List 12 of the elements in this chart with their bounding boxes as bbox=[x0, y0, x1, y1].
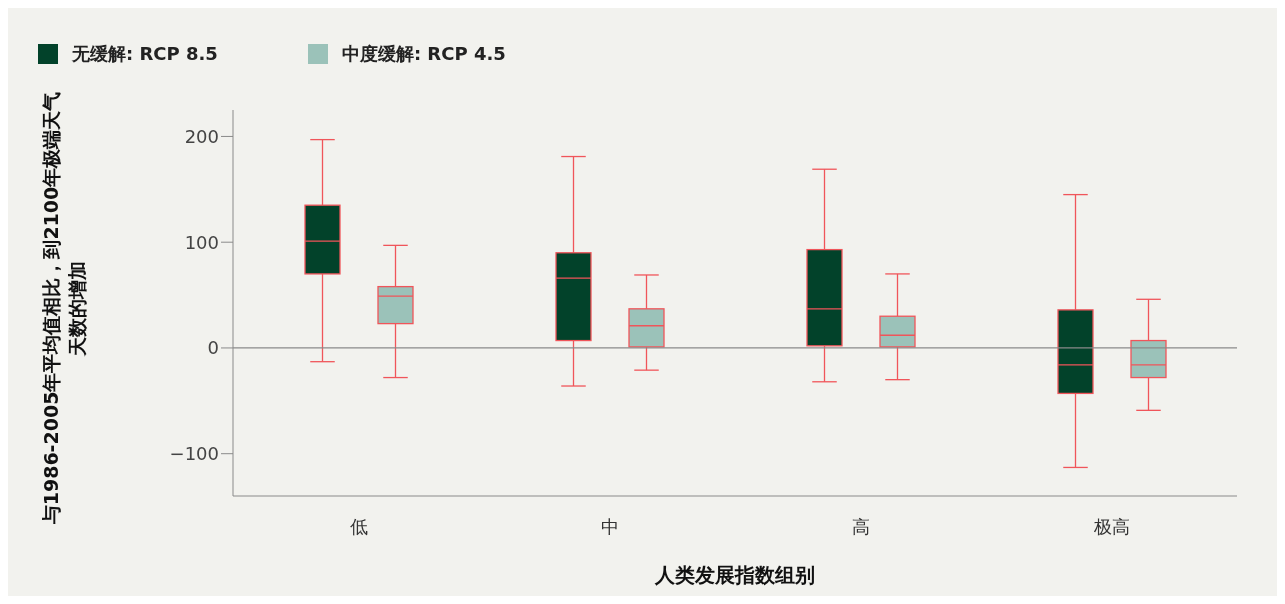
legend-label: 中度缓解: RCP 4.5 bbox=[341, 42, 506, 66]
y-axis-title: 与1986-2005年平均值相比，到2100年极端天气天数的增加 bbox=[39, 90, 89, 527]
x-tick-label: 中 bbox=[600, 515, 619, 537]
x-tick-label: 低 bbox=[349, 515, 368, 537]
y-tick-label: 0 bbox=[207, 337, 219, 359]
x-axis-title: 人类发展指数组别 bbox=[654, 563, 815, 587]
y-tick-label: −100 bbox=[169, 443, 219, 465]
x-tick-label: 极高 bbox=[1092, 515, 1130, 537]
x-tick-label: 高 bbox=[851, 515, 870, 537]
y-tick-label: 200 bbox=[184, 125, 219, 147]
y-tick-label: 100 bbox=[184, 231, 219, 253]
legend-label: 无缓解: RCP 8.5 bbox=[72, 42, 218, 66]
